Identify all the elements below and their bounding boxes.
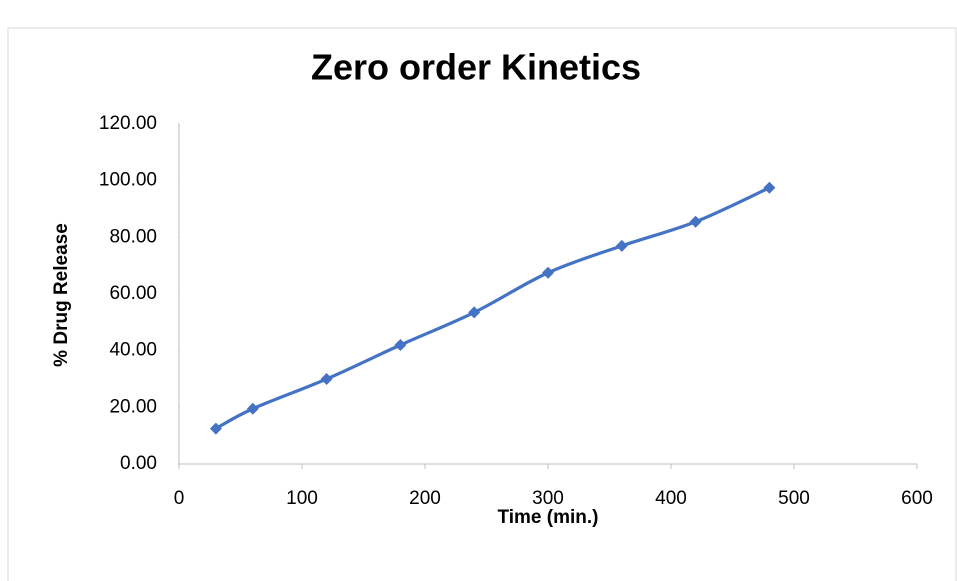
chart-frame <box>7 27 957 581</box>
x-tick-label: 200 <box>409 488 441 509</box>
x-tick-label: 100 <box>286 488 318 509</box>
data-point <box>615 239 628 252</box>
data-point <box>320 373 333 385</box>
chart-title: Zero order Kinetics <box>311 47 641 88</box>
y-tick-label: 80.00 <box>109 226 157 247</box>
y-axis-label: % Drug Release <box>51 223 72 367</box>
x-axis-label: Time (min.) <box>498 507 599 528</box>
data-point <box>246 402 259 415</box>
data-point <box>542 266 554 279</box>
y-tick-label: 100.00 <box>99 170 157 191</box>
data-point <box>689 215 702 228</box>
y-tick-label: 60.00 <box>109 283 157 304</box>
x-tick-label: 0 <box>174 488 185 509</box>
data-point <box>763 181 776 194</box>
data-point <box>209 422 222 435</box>
y-tick-label: 20.00 <box>109 396 157 417</box>
data-point <box>394 339 407 351</box>
x-tick-label: 600 <box>901 488 933 509</box>
data-point <box>468 306 481 319</box>
y-tick-label: 0.00 <box>120 453 157 474</box>
x-tick-label: 400 <box>655 488 687 509</box>
y-tick-label: 120.00 <box>99 113 157 134</box>
x-tick-label: 500 <box>778 488 810 509</box>
y-tick-label: 40.00 <box>109 340 157 361</box>
x-tick-label: 300 <box>532 488 564 509</box>
